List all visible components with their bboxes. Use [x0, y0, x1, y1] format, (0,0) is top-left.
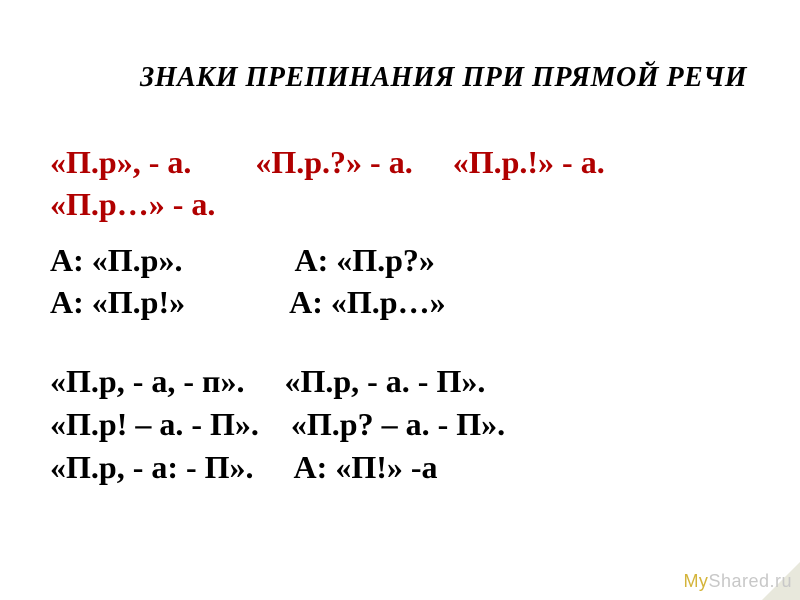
- pattern-text: «П.р, - а. - П».: [284, 363, 485, 399]
- pattern-text: «П.р.!» - а.: [453, 144, 605, 180]
- pattern-text: А: «П.р».: [50, 242, 182, 278]
- pattern-text: А: «П.р!»: [50, 284, 185, 320]
- watermark-prefix: My: [683, 571, 708, 591]
- pattern-text: «П.р! – а. - П».: [50, 406, 259, 442]
- slide-title: ЗНАКИ ПРЕПИНАНИЯ ПРИ ПРЯМОЙ РЕЧИ: [140, 62, 747, 94]
- pattern-row: «П.р! – а. - П». «П.р? – а. - П».: [50, 403, 505, 446]
- pattern-row: «П.р, - а, - п». «П.р, - а. - П».: [50, 360, 505, 403]
- pattern-text: А: «П!» -а: [294, 449, 438, 485]
- pattern-text: А: «П.р…»: [289, 284, 445, 320]
- watermark-text: Shared.ru: [708, 571, 792, 591]
- pattern-text: «П.р.?» - а.: [255, 144, 412, 180]
- pattern-text: «П.р…» - а.: [50, 186, 215, 222]
- pattern-row: «П.р…» - а.: [50, 184, 605, 226]
- pattern-row: А: «П.р». А: «П.р?»: [50, 240, 446, 282]
- pattern-row: А: «П.р!» А: «П.р…»: [50, 282, 446, 324]
- pattern-text: «П.р, - а, - п».: [50, 363, 244, 399]
- pattern-group-black-2: «П.р, - а, - п». «П.р, - а. - П». «П.р! …: [50, 360, 505, 490]
- pattern-group-red: «П.р», - а. «П.р.?» - а. «П.р.!» - а. «П…: [50, 142, 605, 225]
- pattern-text: «П.р», - а.: [50, 144, 191, 180]
- pattern-row: «П.р», - а. «П.р.?» - а. «П.р.!» - а.: [50, 142, 605, 184]
- pattern-group-black-1: А: «П.р». А: «П.р?» А: «П.р!» А: «П.р…»: [50, 240, 446, 323]
- pattern-row: «П.р, - а: - П». А: «П!» -а: [50, 446, 505, 489]
- pattern-text: «П.р, - а: - П».: [50, 449, 254, 485]
- pattern-text: «П.р? – а. - П».: [291, 406, 505, 442]
- watermark: MyShared.ru: [683, 571, 792, 592]
- pattern-text: А: «П.р?»: [294, 242, 434, 278]
